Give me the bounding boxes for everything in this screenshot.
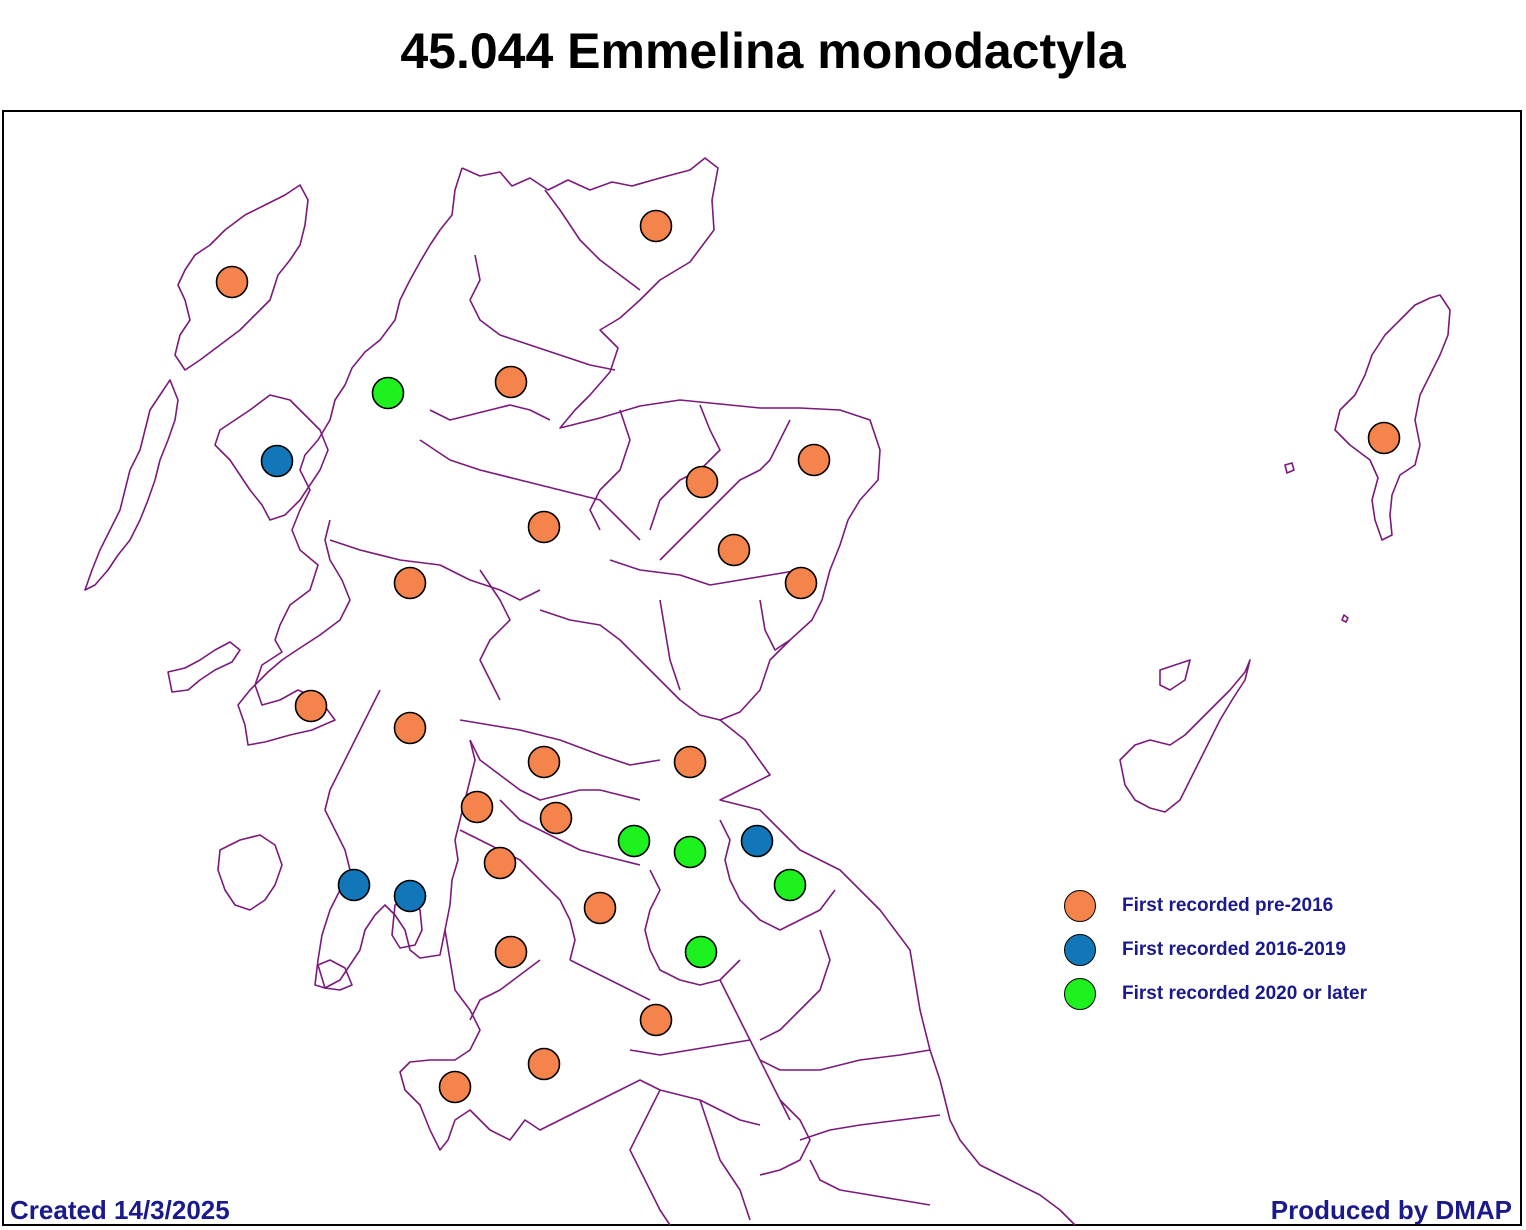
county-boundary (329, 539, 541, 601)
record-marker-y2020-later (673, 835, 707, 869)
record-marker-pre-2016 (797, 443, 831, 477)
record-marker-pre-2016 (494, 935, 528, 969)
record-marker-pre-2016 (1367, 421, 1401, 455)
foula (1284, 462, 1295, 474)
record-marker-pre-2016 (215, 265, 249, 299)
record-marker-y2020-later (684, 935, 718, 969)
record-markers (215, 209, 1401, 1104)
record-marker-y2016-2019 (393, 879, 427, 913)
record-marker-pre-2016 (639, 1003, 673, 1037)
record-marker-y2016-2019 (260, 444, 294, 478)
county-boundary (659, 419, 791, 561)
produced-by: Produced by DMAP (1270, 1195, 1512, 1225)
map-frame (2, 110, 1522, 1226)
firth-clyde-outline (314, 689, 476, 989)
kintyre-outline (317, 959, 353, 991)
county-boundary (659, 599, 681, 691)
record-marker-pre-2016 (460, 790, 494, 824)
record-marker-pre-2016 (294, 689, 328, 723)
record-marker-pre-2016 (494, 365, 528, 399)
record-marker-pre-2016 (639, 209, 673, 243)
orkney-north (1159, 659, 1191, 691)
record-marker-pre-2016 (527, 510, 561, 544)
county-boundary (589, 409, 631, 531)
record-marker-pre-2016 (393, 566, 427, 600)
west-coast-outline (237, 167, 463, 746)
record-marker-pre-2016 (673, 745, 707, 779)
county-boundary (629, 1089, 671, 1226)
county-boundary (544, 189, 641, 291)
map-title: 45.044 Emmelina monodactyla (400, 23, 1126, 79)
mainland-outline (461, 157, 1076, 1226)
county-boundary (419, 439, 641, 541)
created-date: Created 14/3/2025 (10, 1195, 230, 1225)
record-marker-y2016-2019 (337, 868, 371, 902)
record-marker-pre-2016 (685, 465, 719, 499)
county-boundary (759, 599, 791, 651)
county-boundary (429, 404, 551, 421)
record-marker-pre-2016 (583, 891, 617, 925)
islay-jura-outline (217, 834, 283, 911)
record-marker-y2016-2019 (740, 824, 774, 858)
shetland-outline (1334, 294, 1451, 541)
county-boundary (759, 929, 831, 1041)
record-marker-pre-2016 (539, 801, 573, 835)
orkney-outline (1119, 659, 1251, 813)
legend-swatch-green-circle (1064, 978, 1096, 1010)
record-marker-pre-2016 (393, 711, 427, 745)
record-marker-pre-2016 (527, 745, 561, 779)
county-boundary (469, 254, 616, 371)
county-boundary (629, 1039, 751, 1056)
county-boundary (644, 869, 741, 986)
vice-county-boundaries (84, 157, 1451, 1226)
county-boundary (569, 959, 651, 1001)
county-boundary (499, 799, 641, 866)
county-boundary (759, 1099, 811, 1176)
legend-swatch-orange-circle (1064, 890, 1096, 922)
outer-hebrides-outline (174, 184, 309, 371)
fair-isle (1341, 614, 1349, 623)
county-boundary (459, 829, 576, 961)
mull-outline (167, 641, 241, 693)
legend-swatch-blue-circle (1064, 934, 1096, 966)
record-marker-y2020-later (617, 824, 651, 858)
county-boundary (719, 819, 836, 931)
county-boundary (469, 959, 541, 1021)
record-marker-y2020-later (371, 376, 405, 410)
county-boundary (609, 559, 801, 586)
county-boundary (799, 1114, 941, 1141)
county-boundary (759, 1049, 931, 1071)
county-boundary (479, 569, 511, 701)
legend-label: First recorded 2016-2019 (1122, 939, 1346, 960)
county-boundary (699, 1099, 751, 1221)
record-marker-pre-2016 (717, 533, 751, 567)
county-boundary (459, 719, 661, 766)
county-boundary (719, 979, 791, 1121)
legend-label: First recorded pre-2016 (1122, 895, 1334, 916)
galloway-coast-outline (399, 929, 761, 1151)
county-boundary (539, 609, 721, 721)
record-marker-pre-2016 (438, 1070, 472, 1104)
record-marker-y2020-later (773, 868, 807, 902)
skye-outline (214, 394, 329, 521)
record-marker-pre-2016 (527, 1047, 561, 1081)
legend-label: First recorded 2020 or later (1122, 983, 1367, 1004)
record-marker-pre-2016 (784, 566, 818, 600)
outer-hebrides-south (84, 379, 179, 591)
county-boundary (809, 1159, 931, 1206)
county-boundary (469, 739, 641, 801)
record-marker-pre-2016 (483, 846, 517, 880)
